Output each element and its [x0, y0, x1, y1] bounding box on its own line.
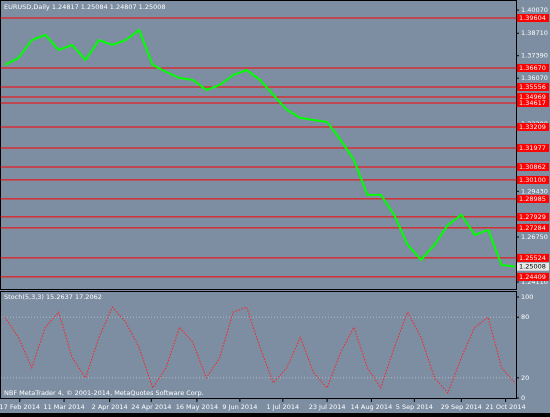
level-label: 1.27284 [519, 224, 546, 232]
level-label: 1.24409 [519, 273, 546, 281]
level-label-box [517, 13, 549, 22]
level-label-box [517, 143, 549, 152]
x-tick-label: 17 Feb 2014 [0, 403, 40, 411]
y-tick-label: 80 [521, 313, 529, 321]
indicator-title: Stoch(5,3,3) 15.2637 17.2062 [4, 293, 102, 301]
level-label: 1.25524 [519, 254, 546, 262]
y-tick-label: 1.38710 [521, 29, 548, 37]
level-label-box [517, 82, 549, 91]
x-tick-label: 9 Jun 2014 [222, 403, 257, 411]
x-tick-label: 21 Oct 2014 [486, 403, 526, 411]
x-tick-label: 11 Mar 2014 [43, 403, 84, 411]
price-panel [0, 0, 517, 290]
x-tick-label: 5 Sep 2014 [396, 403, 433, 411]
level-label: 1.33209 [519, 123, 546, 131]
x-tick-label: 14 Aug 2014 [351, 403, 393, 411]
x-tick-label: 23 Jul 2014 [309, 403, 346, 411]
level-label: 1.39604 [519, 14, 546, 22]
x-tick-label: 24 Apr 2014 [131, 403, 171, 411]
level-label-box [517, 122, 549, 131]
y-tick-label: 1.40070 [521, 6, 548, 14]
level-label-box [517, 223, 549, 232]
level-label-box [517, 212, 549, 221]
level-label-box [517, 98, 549, 107]
copyright: NBF MetaTrader 4, © 2001-2014, MetaQuote… [4, 389, 204, 397]
x-tick-label: 2 Apr 2014 [92, 403, 128, 411]
level-label: 1.30862 [519, 163, 546, 171]
level-label: 1.27929 [519, 213, 546, 221]
level-label: 1.28985 [519, 195, 546, 203]
last-price-box [517, 262, 549, 271]
y-tick-label: 1.24110 [521, 278, 548, 286]
series-line [4, 28, 516, 268]
y-tick-label: 20 [521, 374, 529, 382]
x-tick-label: 16 May 2014 [176, 403, 218, 411]
level-label-box [517, 194, 549, 203]
level-label-box [517, 175, 549, 184]
y-tick-label: 1.37390 [521, 52, 548, 60]
level-label-box [517, 92, 549, 101]
level-label-box [517, 63, 549, 72]
level-label: 1.30100 [519, 176, 546, 184]
level-label: 1.34969 [519, 93, 546, 101]
y-tick-label: 1.29430 [521, 187, 548, 195]
level-label: 1.34617 [519, 99, 546, 107]
y-tick-label: 0 [521, 394, 525, 402]
stoch-panel [0, 291, 517, 399]
chart-title: EURUSD,Daily 1.24817 1.25084 1.24807 1.2… [4, 3, 166, 11]
y-tick-label: 100 [521, 293, 533, 301]
x-tick-label: 1 Jul 2014 [266, 403, 299, 411]
level-label: 1.35556 [519, 83, 546, 91]
last-price-label: 1.25008 [519, 263, 546, 271]
level-label-box [517, 272, 549, 281]
level-label: 1.36670 [519, 64, 546, 72]
y-tick-label: 1.26750 [521, 233, 548, 241]
y-tick-label: 1.36070 [521, 74, 548, 82]
level-label-box [517, 162, 549, 171]
level-label-box [517, 253, 549, 262]
level-label: 1.31977 [519, 144, 546, 152]
series-line [4, 306, 516, 394]
x-tick-label: 29 Sep 2014 [441, 403, 482, 411]
